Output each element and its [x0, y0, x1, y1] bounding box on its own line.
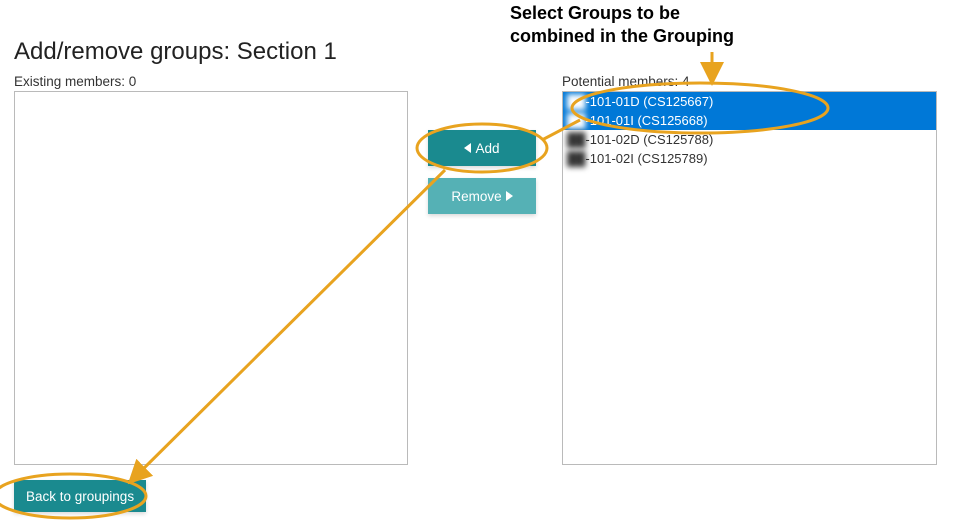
back-to-groupings-button[interactable]: Back to groupings: [14, 480, 146, 512]
potential-option[interactable]: ██-101-02D (CS125788): [563, 130, 936, 149]
add-button[interactable]: Add: [428, 130, 536, 166]
chevron-left-icon: [464, 143, 471, 153]
option-label: -101-02I (CS125789): [585, 151, 707, 166]
potential-option[interactable]: ██-101-01I (CS125668): [563, 111, 936, 130]
potential-members-label: Potential members: 4: [562, 74, 690, 89]
redacted-prefix: ██: [567, 93, 585, 110]
annotation-line-1: Select Groups to be: [510, 2, 734, 25]
annotation-line-2: combined in the Grouping: [510, 25, 734, 48]
redacted-prefix: ██: [567, 131, 585, 148]
potential-members-listbox[interactable]: ██-101-01D (CS125667)██-101-01I (CS12566…: [562, 91, 937, 465]
back-button-label: Back to groupings: [26, 489, 134, 504]
page-title: Add/remove groups: Section 1: [14, 38, 337, 66]
option-label: -101-01I (CS125668): [585, 113, 707, 128]
redacted-prefix: ██: [567, 150, 585, 167]
existing-members-listbox[interactable]: [14, 91, 408, 465]
potential-option[interactable]: ██-101-02I (CS125789): [563, 149, 936, 168]
option-label: -101-02D (CS125788): [585, 132, 713, 147]
option-label: -101-01D (CS125667): [585, 94, 713, 109]
add-button-label: Add: [475, 141, 499, 156]
remove-button-label: Remove: [451, 189, 501, 204]
redacted-prefix: ██: [567, 112, 585, 129]
chevron-right-icon: [506, 191, 513, 201]
remove-button[interactable]: Remove: [428, 178, 536, 214]
existing-members-label: Existing members: 0: [14, 74, 136, 89]
potential-option[interactable]: ██-101-01D (CS125667): [563, 92, 936, 111]
annotation-callout-text: Select Groups to be combined in the Grou…: [510, 2, 734, 47]
